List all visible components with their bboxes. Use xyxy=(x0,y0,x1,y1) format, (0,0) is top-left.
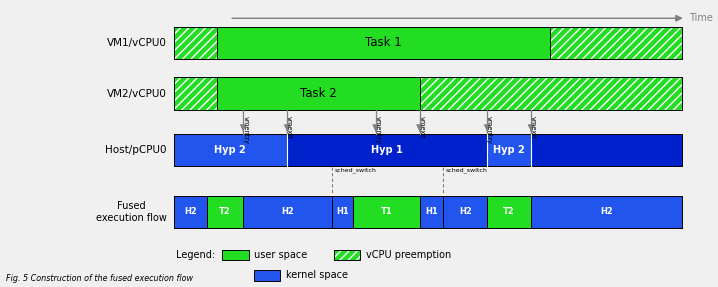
Text: vmentry: vmentry xyxy=(375,116,381,144)
Text: Host/pCPU0: Host/pCPU0 xyxy=(105,145,167,155)
Bar xyxy=(174,134,682,166)
Bar xyxy=(207,195,243,228)
Bar xyxy=(443,195,487,228)
Text: vCPU preemption: vCPU preemption xyxy=(366,250,451,260)
Text: H2: H2 xyxy=(600,207,613,216)
Text: Hyp 2: Hyp 2 xyxy=(215,145,246,155)
Text: H2: H2 xyxy=(281,207,294,216)
Bar xyxy=(174,77,217,110)
Bar xyxy=(419,77,682,110)
Text: VM1/vCPU0: VM1/vCPU0 xyxy=(107,38,167,48)
Bar xyxy=(174,77,682,110)
Text: sched_switch: sched_switch xyxy=(445,167,488,173)
Text: user space: user space xyxy=(254,250,307,260)
Text: H2: H2 xyxy=(184,207,197,216)
Text: Task 2: Task 2 xyxy=(299,87,337,100)
Text: Task 1: Task 1 xyxy=(365,36,401,49)
Text: T2: T2 xyxy=(503,207,515,216)
Bar xyxy=(174,77,217,110)
Text: Hyp 2: Hyp 2 xyxy=(493,145,525,155)
Bar xyxy=(174,77,217,110)
Bar xyxy=(550,27,682,59)
Text: H1: H1 xyxy=(425,207,438,216)
Text: Fig. 5 Construction of the fused execution flow: Fig. 5 Construction of the fused executi… xyxy=(6,274,193,283)
Bar xyxy=(419,195,443,228)
Bar xyxy=(419,77,682,110)
Bar xyxy=(487,195,531,228)
Text: H1: H1 xyxy=(337,207,349,216)
Text: vmexit: vmexit xyxy=(530,116,536,139)
Text: Hyp 1: Hyp 1 xyxy=(371,145,403,155)
Bar xyxy=(334,250,360,260)
Bar xyxy=(223,250,249,260)
Bar xyxy=(334,250,360,260)
Text: Legend:: Legend: xyxy=(176,250,215,260)
Text: kernel space: kernel space xyxy=(286,270,348,280)
Bar xyxy=(174,134,287,166)
Bar xyxy=(487,134,531,166)
Bar xyxy=(253,270,280,281)
Text: Time: Time xyxy=(689,13,713,23)
Text: H2: H2 xyxy=(459,207,472,216)
Bar xyxy=(419,77,682,110)
Bar xyxy=(353,195,419,228)
Bar xyxy=(174,195,207,228)
Bar xyxy=(174,195,682,228)
Text: vmexit: vmexit xyxy=(286,116,292,139)
Bar xyxy=(243,195,332,228)
Bar xyxy=(174,27,217,59)
Text: VM2/vCPU0: VM2/vCPU0 xyxy=(107,89,167,98)
Bar xyxy=(174,27,217,59)
Text: vmentry: vmentry xyxy=(486,116,493,144)
Bar xyxy=(174,27,217,59)
Text: T1: T1 xyxy=(381,207,392,216)
Bar xyxy=(334,250,360,260)
Bar xyxy=(332,195,353,228)
Text: Fused
execution flow: Fused execution flow xyxy=(95,201,167,222)
Bar xyxy=(550,27,682,59)
Bar xyxy=(531,195,682,228)
Text: T2: T2 xyxy=(219,207,231,216)
Text: vmentry: vmentry xyxy=(242,116,248,144)
Text: sched_switch: sched_switch xyxy=(335,167,376,173)
Text: vmexit: vmexit xyxy=(419,116,424,139)
Bar xyxy=(174,27,682,59)
Bar xyxy=(550,27,682,59)
